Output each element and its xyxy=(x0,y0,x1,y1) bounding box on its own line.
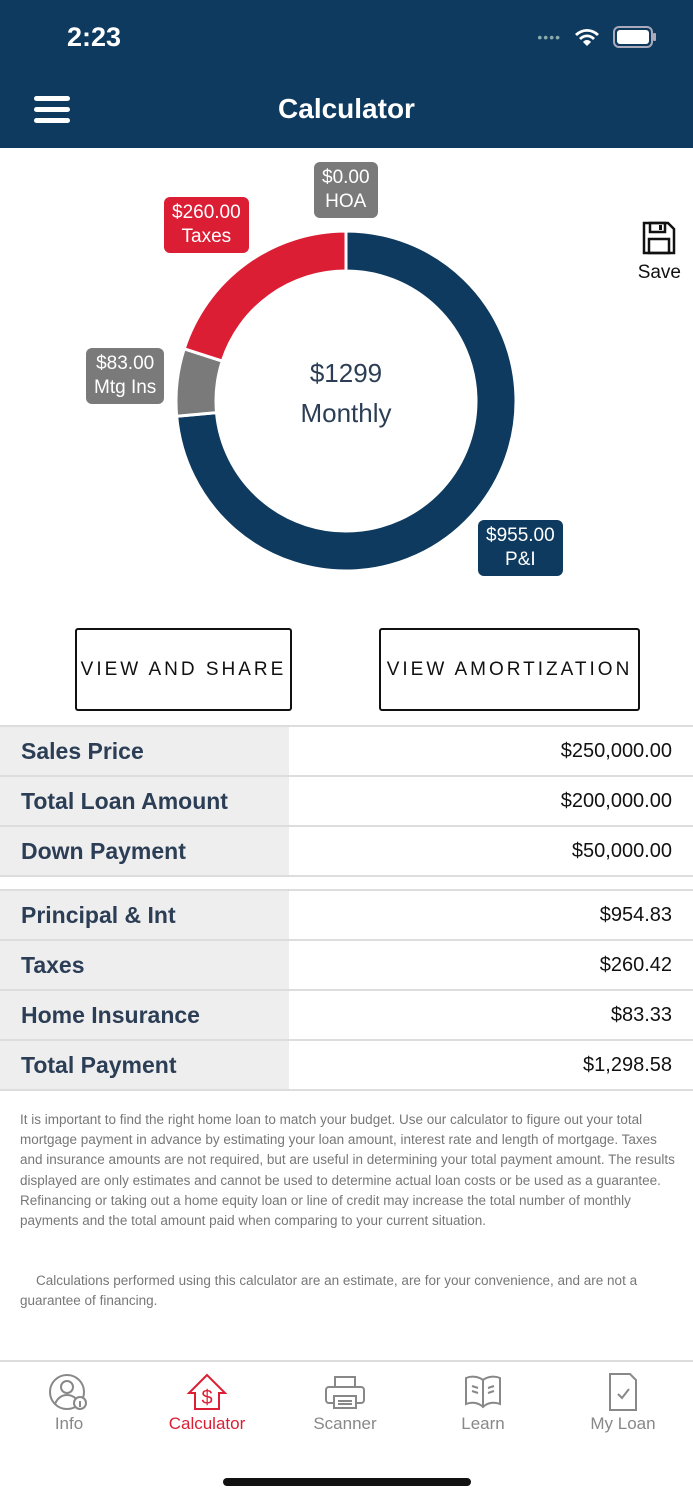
home-indicator xyxy=(223,1478,471,1486)
slice-value: $955.00 xyxy=(486,525,555,546)
document-check-icon xyxy=(609,1373,637,1411)
tab-info[interactable]: Info xyxy=(9,1372,129,1434)
book-icon xyxy=(465,1375,501,1409)
row-label: Home Insurance xyxy=(0,991,289,1039)
slice-label-pi: $955.00 P&I xyxy=(478,520,563,576)
row-value: $83.33 xyxy=(610,1003,672,1026)
payment-donut-chart: $1299 Monthly $0.00 HOA $260.00 Taxes $83.… xyxy=(0,148,693,618)
floppy-disk-icon xyxy=(643,221,676,255)
table-row: Sales Price $250,000.00 xyxy=(0,727,693,777)
tab-label: Info xyxy=(54,1414,84,1433)
user-info-icon xyxy=(49,1374,87,1410)
donut-svg xyxy=(174,229,518,573)
table-row: Down Payment $50,000.00 xyxy=(0,827,693,877)
row-value: $260.42 xyxy=(599,953,672,976)
table-row: Home Insurance $83.33 xyxy=(0,991,693,1041)
loan-table: Sales Price $250,000.00 Total Loan Amount… xyxy=(0,725,693,877)
house-dollar-icon: $ xyxy=(186,1373,228,1410)
row-label: Taxes xyxy=(0,941,289,989)
status-icons: •••• xyxy=(537,26,657,48)
app-header: 2:23 •••• Calculator xyxy=(0,0,693,148)
tab-scanner[interactable]: Scanner xyxy=(285,1372,405,1434)
slice-name: Mtg Ins xyxy=(94,377,157,398)
battery-icon xyxy=(613,26,656,48)
signal-icon: •••• xyxy=(537,29,561,45)
hamburger-menu-icon[interactable] xyxy=(34,96,70,129)
row-value: $250,000.00 xyxy=(560,739,672,762)
table-row: Principal & Int $954.83 xyxy=(0,891,693,941)
slice-value: $83.00 xyxy=(96,353,155,374)
tab-label: Calculator xyxy=(168,1414,246,1433)
row-value: $1,298.58 xyxy=(583,1053,672,1076)
save-button[interactable]: Save xyxy=(638,220,681,284)
printer-icon xyxy=(325,1376,365,1409)
tab-learn[interactable]: Learn xyxy=(423,1372,543,1434)
payment-table: Principal & Int $954.83 Taxes $260.42 Home… xyxy=(0,889,693,1091)
tab-calculator[interactable]: $ Calculator xyxy=(147,1372,267,1434)
donut-slice-taxes xyxy=(182,229,348,363)
slice-name: Taxes xyxy=(181,226,232,247)
table-row: Total Payment $1,298.58 xyxy=(0,1041,693,1091)
row-value: $50,000.00 xyxy=(571,839,672,862)
page-title: Calculator xyxy=(278,93,415,124)
tab-label: My Loan xyxy=(590,1414,656,1433)
row-label: Sales Price xyxy=(0,727,289,775)
view-amortization-button[interactable]: VIEW AMORTIZATION xyxy=(379,628,640,711)
status-time: 2:23 xyxy=(67,22,122,52)
slice-label-taxes: $260.00 Taxes xyxy=(164,197,249,253)
disclaimer-paragraph: It is important to find the right home l… xyxy=(20,1112,675,1229)
row-label: Down Payment xyxy=(0,827,289,875)
donut-center-label: Monthly xyxy=(300,398,392,428)
slice-value: $0.00 xyxy=(322,167,370,188)
table-row: Total Loan Amount $200,000.00 xyxy=(0,777,693,827)
slice-label-mtg-ins: $83.00 Mtg Ins xyxy=(86,348,165,404)
tab-label: Scanner xyxy=(313,1414,377,1433)
svg-text:$: $ xyxy=(201,1387,212,1409)
bottom-tab-bar: Info $ Calculator Scanner Learn My Loan xyxy=(0,1360,693,1500)
view-and-share-button[interactable]: VIEW AND SHARE xyxy=(75,628,292,711)
tab-label: Learn xyxy=(461,1414,505,1433)
slice-value: $260.00 xyxy=(172,202,241,223)
row-value: $200,000.00 xyxy=(560,789,672,812)
donut-center-value: $1299 xyxy=(309,358,383,388)
donut-slice-p-i xyxy=(175,229,518,573)
slice-name: HOA xyxy=(325,191,367,212)
slice-name: P&I xyxy=(505,549,536,570)
save-label: Save xyxy=(637,262,681,283)
row-label: Principal & Int xyxy=(0,891,289,939)
tab-my-loan[interactable]: My Loan xyxy=(563,1372,683,1434)
row-label: Total Loan Amount xyxy=(0,777,289,825)
row-label: Total Payment xyxy=(0,1041,289,1089)
row-value: $954.83 xyxy=(599,903,672,926)
slice-label-hoa: $0.00 HOA xyxy=(314,162,378,218)
disclaimer-note: Calculations performed using this calcul… xyxy=(20,1273,638,1309)
wifi-icon xyxy=(575,29,599,46)
table-row: Taxes $260.42 xyxy=(0,941,693,991)
